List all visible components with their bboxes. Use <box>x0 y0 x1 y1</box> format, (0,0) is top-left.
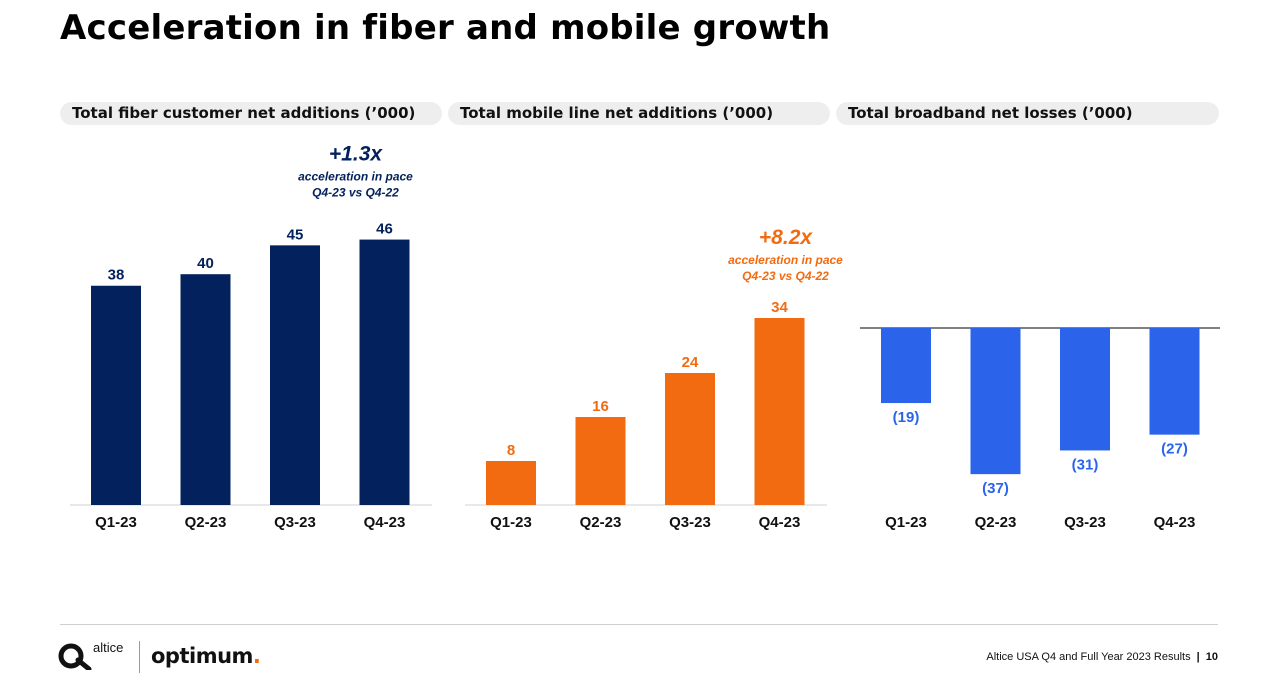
footer-report-title: Altice USA Q4 and Full Year 2023 Results <box>986 651 1191 663</box>
bar-mobile-q3-23 <box>665 373 715 505</box>
data-label-broadband: (37) <box>982 480 1009 497</box>
page-title: Acceleration in fiber and mobile growth <box>60 8 831 48</box>
data-label-fiber: 40 <box>197 255 214 272</box>
data-label-mobile: 16 <box>592 398 609 415</box>
tick-label-fiber: Q4-23 <box>364 514 406 531</box>
data-label-mobile: 34 <box>771 299 788 316</box>
optimum-wordmark: optimum <box>151 644 253 668</box>
bar-fiber-q3-23 <box>270 245 320 505</box>
tick-label-mobile: Q3-23 <box>669 514 711 531</box>
tick-label-broadband: Q1-23 <box>885 514 927 531</box>
chart-title-broadband: Total broadband net losses (’000) <box>836 102 1219 125</box>
bar-broadband-q2-23 <box>970 328 1021 475</box>
callout-line2-fiber: Q4-23 vs Q4-22 <box>312 186 399 200</box>
data-label-mobile: 8 <box>507 442 515 459</box>
callout-headline-fiber: +1.3x <box>329 143 383 166</box>
bar-broadband-q4-23 <box>1149 328 1200 435</box>
bar-mobile-q2-23 <box>575 417 626 505</box>
bar-fiber-q4-23 <box>359 239 410 505</box>
bar-broadband-q1-23 <box>881 328 931 404</box>
altice-logo-icon <box>58 643 92 670</box>
data-label-broadband: (27) <box>1161 441 1188 458</box>
bar-mobile-q1-23 <box>486 461 536 505</box>
data-label-mobile: 24 <box>682 354 699 371</box>
data-label-fiber: 38 <box>108 267 125 284</box>
tick-label-broadband: Q4-23 <box>1154 514 1196 531</box>
optimum-logo: optimum. <box>151 644 261 668</box>
tick-label-fiber: Q2-23 <box>185 514 227 531</box>
optimum-logo-dot: . <box>252 644 261 668</box>
chart-title-mobile: Total mobile line net additions (’000) <box>448 102 830 125</box>
callout-headline-mobile: +8.2x <box>759 226 813 249</box>
page-number: 10 <box>1205 651 1218 663</box>
data-label-fiber: 45 <box>287 226 304 243</box>
data-label-broadband: (19) <box>893 409 920 426</box>
bar-fiber-q2-23 <box>180 274 231 505</box>
data-label-broadband: (31) <box>1072 456 1099 473</box>
charts-canvas: 38 Q1-23 40 Q2-23 45 Q3-23 46 Q4-23 +1.3x acceler… <box>70 143 1220 531</box>
footer-divider <box>60 624 1218 625</box>
callout-line2-mobile: Q4-23 vs Q4-22 <box>742 269 829 283</box>
footer-separator: | <box>1196 651 1200 663</box>
bar-fiber-q1-23 <box>91 285 141 505</box>
tick-label-fiber: Q1-23 <box>95 514 137 531</box>
footer-report-info: Altice USA Q4 and Full Year 2023 Results… <box>986 651 1218 663</box>
tick-label-mobile: Q1-23 <box>490 514 532 531</box>
callout-line1-mobile: acceleration in pace <box>728 253 843 267</box>
chart-title-fiber: Total fiber customer net additions (’000… <box>60 102 442 125</box>
callout-line1-fiber: acceleration in pace <box>298 170 413 184</box>
tick-label-fiber: Q3-23 <box>274 514 316 531</box>
tick-label-mobile: Q4-23 <box>759 514 801 531</box>
tick-label-broadband: Q2-23 <box>975 514 1017 531</box>
bar-broadband-q3-23 <box>1060 328 1110 451</box>
tick-label-mobile: Q2-23 <box>580 514 622 531</box>
altice-wordmark: altice <box>93 640 124 655</box>
tick-label-broadband: Q3-23 <box>1064 514 1106 531</box>
logo-divider <box>139 641 140 673</box>
data-label-fiber: 46 <box>376 221 393 238</box>
bar-mobile-q4-23 <box>754 318 805 505</box>
